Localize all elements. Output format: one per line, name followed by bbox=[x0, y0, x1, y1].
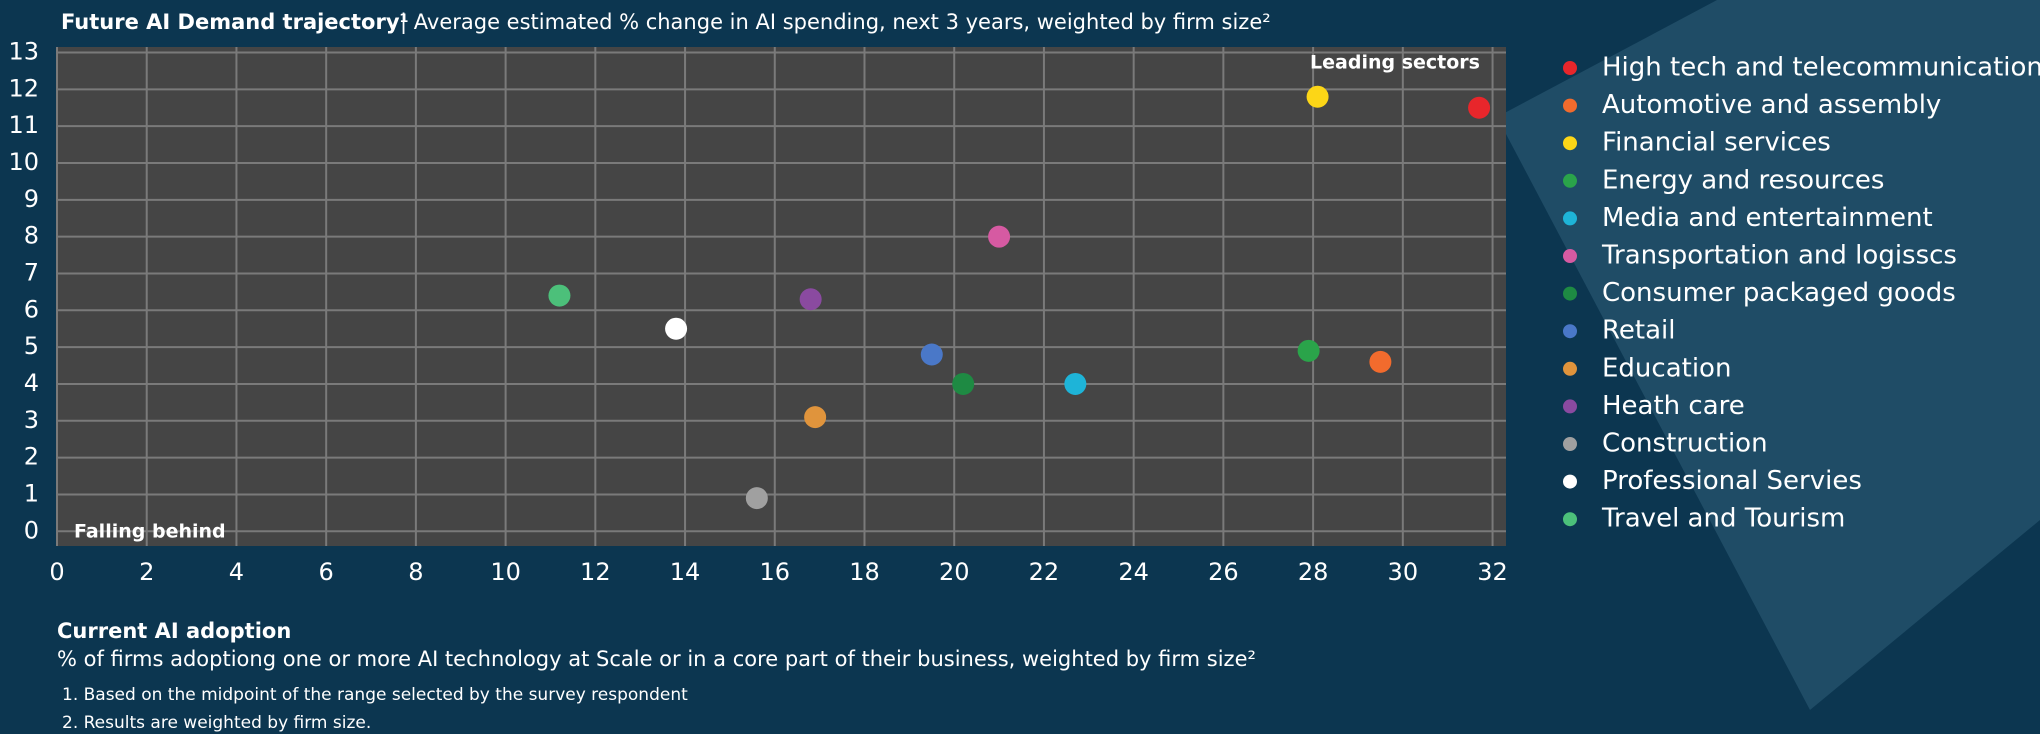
y-tick-label: 5 bbox=[24, 332, 39, 360]
y-tick-label: 8 bbox=[24, 222, 39, 250]
point bbox=[665, 317, 688, 340]
point bbox=[920, 343, 943, 366]
x-tick-label: 30 bbox=[1388, 558, 1419, 586]
grid bbox=[56, 47, 1506, 546]
y-tick-label: 1 bbox=[24, 479, 39, 507]
chart-subtitle: | Average estimated % change in AI spend… bbox=[400, 10, 1271, 35]
legend-label: High tech and telecommunications bbox=[1602, 53, 2040, 83]
x-tick-label: 32 bbox=[1477, 558, 1508, 586]
point bbox=[1468, 96, 1491, 119]
y-tick-label: 0 bbox=[24, 516, 39, 544]
annotation: Falling behind bbox=[74, 521, 226, 543]
y-tick-label: 7 bbox=[24, 258, 39, 286]
chart-title: Future AI Demand trajectory¹ bbox=[61, 10, 409, 34]
y-tick-label: 2 bbox=[24, 443, 39, 471]
y-tick-label: 6 bbox=[24, 295, 39, 323]
x-tick-label: 10 bbox=[490, 558, 521, 586]
legend-label: Transportation and logisscs bbox=[1601, 241, 1957, 271]
x-tick-label: 2 bbox=[139, 558, 154, 586]
x-axis-sublabel: % of firms adoptiong one or more AI tech… bbox=[57, 647, 1256, 671]
legend-label: Financial services bbox=[1602, 128, 1831, 158]
x-axis-label: Current AI adoption bbox=[57, 619, 291, 643]
point bbox=[548, 284, 571, 307]
legend-label: Consumer packaged goods bbox=[1602, 278, 1956, 308]
plot-area bbox=[57, 47, 1506, 546]
legend-marker bbox=[1563, 136, 1577, 151]
legend-marker bbox=[1563, 211, 1577, 226]
y-tick-label: 11 bbox=[8, 111, 39, 139]
x-tick-label: 4 bbox=[229, 558, 244, 586]
legend-label: Heath care bbox=[1602, 391, 1745, 421]
point bbox=[988, 225, 1011, 248]
legend-marker bbox=[1563, 399, 1577, 414]
x-tick-label: 8 bbox=[408, 558, 423, 586]
x-tick-label: 0 bbox=[49, 558, 64, 586]
legend-marker bbox=[1563, 474, 1577, 489]
legend-marker bbox=[1563, 361, 1577, 376]
legend-marker bbox=[1563, 512, 1577, 527]
legend-label: Media and entertainment bbox=[1602, 203, 1933, 233]
x-tick-label: 20 bbox=[939, 558, 970, 586]
footnote: 1. Based on the midpoint of the range se… bbox=[62, 685, 688, 705]
legend-label: Automotive and assembly bbox=[1602, 90, 1941, 120]
legend-label: Energy and resources bbox=[1602, 165, 1884, 195]
x-tick-label: 12 bbox=[580, 558, 611, 586]
footnote: 2. Results are weighted by firm size. bbox=[62, 713, 371, 733]
x-tick-label: 16 bbox=[759, 558, 790, 586]
x-tick-label: 18 bbox=[849, 558, 880, 586]
x-tick-label: 28 bbox=[1298, 558, 1329, 586]
x-tick-label: 6 bbox=[319, 558, 334, 586]
point bbox=[1297, 339, 1320, 362]
point bbox=[745, 487, 768, 510]
legend-marker bbox=[1563, 249, 1577, 263]
background-shape bbox=[1497, 0, 2040, 710]
y-tick-label: 4 bbox=[24, 369, 39, 397]
legend-marker bbox=[1563, 286, 1577, 301]
point bbox=[1369, 350, 1392, 373]
legend-marker bbox=[1563, 437, 1577, 451]
x-tick-label: 14 bbox=[670, 558, 701, 586]
y-tick-label: 12 bbox=[8, 74, 39, 102]
legend-marker bbox=[1563, 324, 1577, 339]
legend-label: Travel and Tourism bbox=[1601, 504, 1845, 534]
point bbox=[952, 372, 975, 395]
legend-marker bbox=[1563, 61, 1577, 75]
x-tick-label: 22 bbox=[1029, 558, 1060, 586]
point bbox=[1064, 372, 1087, 395]
point bbox=[1306, 85, 1329, 108]
legend-label: Professional Servies bbox=[1602, 466, 1862, 496]
annotation: Leading sectors bbox=[1310, 52, 1480, 74]
y-tick-label: 13 bbox=[8, 38, 39, 66]
x-tick-label: 26 bbox=[1208, 558, 1239, 586]
y-tick-label: 9 bbox=[24, 185, 39, 213]
x-tick-label: 24 bbox=[1118, 558, 1149, 586]
point bbox=[804, 406, 827, 429]
point bbox=[799, 288, 822, 311]
legend-label: Retail bbox=[1602, 316, 1675, 346]
legend-label: Education bbox=[1602, 353, 1731, 383]
legend-marker bbox=[1563, 173, 1577, 188]
y-tick-label: 3 bbox=[24, 406, 39, 434]
legend-label: Construction bbox=[1602, 429, 1768, 459]
legend-marker bbox=[1563, 98, 1577, 113]
y-tick-label: 10 bbox=[8, 148, 39, 176]
